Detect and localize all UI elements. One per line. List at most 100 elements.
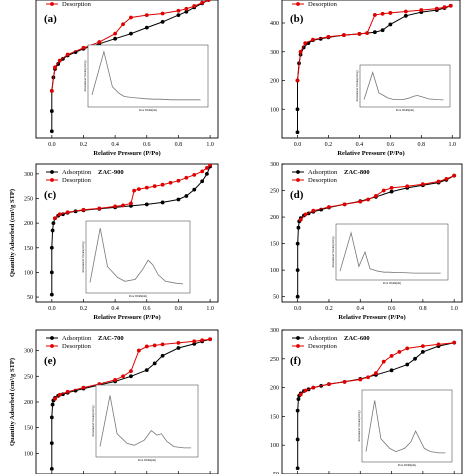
- data-point-desorption: [129, 369, 133, 374]
- legend-entry: Adsorption: [308, 335, 338, 342]
- y-tick-label: 200: [270, 79, 279, 85]
- data-point-desorption: [358, 199, 363, 204]
- data-point-desorption: [389, 354, 394, 358]
- y-tick-label: 250: [24, 197, 33, 203]
- data-point-desorption: [129, 201, 133, 206]
- data-point-adsorption: [405, 362, 410, 367]
- data-point-desorption: [53, 65, 57, 70]
- data-point-desorption: [200, 169, 205, 174]
- legend-marker: [50, 178, 54, 182]
- x-tick-label: 0.4: [111, 306, 119, 312]
- data-point-adsorption: [192, 187, 197, 192]
- data-point-desorption: [311, 385, 316, 390]
- plot-frame: [281, 329, 463, 474]
- data-point-adsorption: [49, 415, 54, 420]
- data-point-desorption: [298, 392, 303, 397]
- inset-frame: [95, 384, 199, 458]
- data-point-adsorption: [295, 107, 300, 112]
- data-point-desorption: [298, 49, 303, 54]
- inset-y-label: Incremental Volume(cm³/g): [356, 70, 359, 101]
- panel-letter: (f): [290, 355, 301, 367]
- data-point-adsorption: [295, 466, 300, 471]
- series-group: [49, 0, 211, 134]
- data-point-desorption: [295, 78, 300, 83]
- inset-y-label: Incremental Volume(cm³/g): [358, 410, 361, 441]
- inset-curve: [91, 50, 201, 101]
- data-point-desorption: [380, 11, 385, 16]
- x-tick-label: 0.2: [80, 306, 88, 312]
- data-point-desorption: [303, 212, 308, 217]
- inset-curve: [365, 400, 446, 454]
- data-point-adsorption: [295, 130, 300, 135]
- data-point-desorption: [53, 397, 57, 401]
- y-tick-label: 100: [270, 268, 279, 274]
- x-axis-label: Relative Pressure (P/Po): [338, 314, 405, 321]
- data-point-desorption: [298, 217, 303, 222]
- data-point-desorption: [342, 33, 346, 37]
- x-tick-label: 0.6: [143, 306, 151, 312]
- series-group: [49, 164, 212, 297]
- y-tick-label: 250: [270, 189, 279, 195]
- data-point-desorption: [192, 339, 197, 344]
- data-point-desorption: [121, 374, 125, 379]
- x-tick-label: 0.8: [175, 306, 183, 312]
- data-point-adsorption: [49, 441, 54, 446]
- panel-d: 0.0 0.2 0.4 0.6 0.8 1.0 50 100 150 200 250 300 Relat…: [270, 162, 463, 321]
- data-point-desorption: [160, 182, 165, 187]
- data-point-adsorption: [49, 270, 54, 275]
- data-point-desorption: [53, 216, 57, 221]
- inset-frame: [87, 44, 209, 108]
- data-point-desorption: [49, 88, 54, 93]
- data-point-desorption: [57, 392, 62, 397]
- y-axis-label: Quantity Adsorbed (cm³/g STP): [9, 189, 16, 277]
- data-point-adsorption: [129, 31, 133, 36]
- data-point-desorption: [132, 188, 137, 193]
- data-point-desorption: [57, 58, 62, 63]
- pore-size-inset: Pore Width(nm) Incremental Volume(cm³/g): [92, 384, 199, 462]
- data-point-desorption: [208, 164, 212, 167]
- inset-x-label: Pore Width(nm): [129, 295, 147, 298]
- data-point-desorption: [342, 379, 347, 384]
- data-point-adsorption: [144, 25, 149, 30]
- data-point-adsorption: [160, 200, 165, 205]
- data-point-desorption: [303, 388, 308, 393]
- data-point-desorption: [65, 52, 70, 57]
- inset-x-label: Pore Width(nm): [138, 459, 156, 462]
- legend-entry: Adsorption: [62, 335, 92, 342]
- data-point-adsorption: [389, 189, 394, 194]
- x-tick-label: 0.8: [175, 142, 183, 148]
- data-point-adsorption: [176, 346, 181, 350]
- inset-curve: [89, 228, 184, 285]
- legend-marker: [296, 170, 300, 174]
- data-point-adsorption: [372, 30, 377, 35]
- data-point-adsorption: [295, 408, 300, 413]
- x-axis-label: Relative Pressure (P/Po): [93, 314, 160, 321]
- data-point-desorption: [444, 176, 449, 181]
- inset-curve: [339, 231, 441, 274]
- data-point-desorption: [121, 22, 125, 27]
- legend-entry: Desorption: [308, 1, 338, 8]
- y-tick-label: 200: [270, 215, 279, 221]
- data-point-desorption: [405, 184, 410, 189]
- data-point-desorption: [389, 185, 394, 190]
- data-point-adsorption: [129, 374, 133, 379]
- data-point-desorption: [374, 193, 378, 198]
- data-point-adsorption: [295, 294, 300, 299]
- x-tick-label: 0.6: [388, 306, 396, 312]
- legend-entry: Desorption: [62, 1, 92, 8]
- data-point-desorption: [113, 377, 118, 382]
- inset-x-label: Pore Width(nm): [383, 282, 401, 285]
- y-tick-label: 200: [24, 221, 33, 227]
- data-point-desorption: [200, 0, 205, 5]
- plot-frame: [281, 163, 463, 303]
- data-point-desorption: [184, 175, 189, 180]
- panel-f: 50 100 150 200 250 300 (f) AdsorptionDesorption…: [270, 328, 463, 474]
- plot-frame: [35, 0, 219, 139]
- legend-entry: Desorption: [308, 343, 338, 350]
- data-point-adsorption: [295, 437, 300, 442]
- panel-b: 0.0 0.2 0.4 0.6 0.8 1.0 100 200 300 400 Relative P…: [270, 0, 461, 157]
- data-point-desorption: [121, 203, 125, 208]
- data-point-desorption: [311, 208, 316, 213]
